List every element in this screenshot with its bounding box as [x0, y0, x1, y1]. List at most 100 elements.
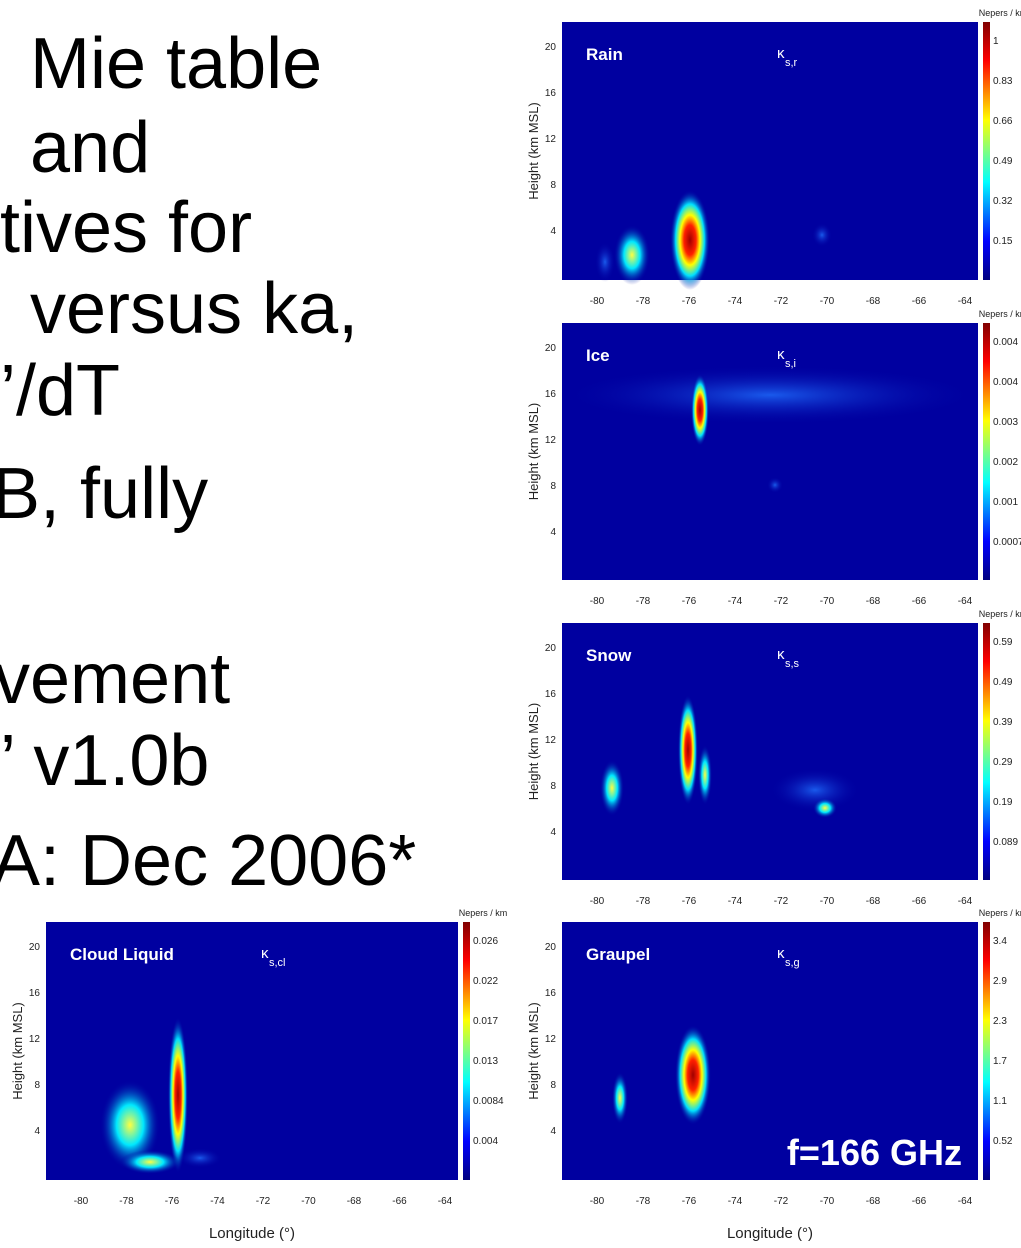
symbol: κ	[777, 945, 785, 962]
intensity-blob	[770, 768, 860, 812]
colorbar-tick-label: 0.017	[473, 1016, 498, 1027]
intensity-blob	[600, 760, 624, 816]
colorbar-tick-label: 0.19	[993, 797, 1013, 808]
heatmap-panel: Snow κs,s 20 16 12 8 4 Height (km MSL) -80 -78 -76…	[526, 609, 1021, 907]
x-tick-label: -68	[866, 1196, 881, 1207]
slide-text: Mie table	[30, 24, 322, 104]
colorbar-tick-label: 0.026	[473, 936, 498, 947]
colorbar-tick-label: 0.59	[993, 637, 1013, 648]
y-tick-label: 8	[550, 481, 556, 492]
intensity-blob	[813, 798, 837, 818]
x-tick-label: -66	[912, 296, 927, 307]
panel-name: Rain	[586, 45, 623, 64]
x-tick-label: -72	[774, 1196, 789, 1207]
y-tick-label: 12	[545, 435, 557, 446]
intensity-blob	[675, 1025, 711, 1125]
y-tick-label: 8	[550, 1080, 556, 1091]
intensity-blob	[595, 242, 615, 282]
colorbar-tick-label: 1.7	[993, 1056, 1007, 1067]
heatmap-panel: Ice κs,i 20 16 12 8 4 Height (km MSL) -80 -78 -76 -…	[526, 309, 1021, 607]
colorbar-tick-label: 1.1	[993, 1096, 1007, 1107]
colorbar	[983, 623, 990, 880]
y-tick-label: 4	[550, 226, 556, 237]
y-tick-label: 4	[550, 1126, 556, 1137]
units-label: Nepers / km	[979, 609, 1021, 619]
colorbar-tick-label: 0.49	[993, 677, 1013, 688]
colorbar-tick-label: 0.32	[993, 196, 1013, 207]
symbol: κ	[777, 346, 785, 363]
y-tick-label: 16	[545, 389, 557, 400]
colorbar-tick-label: 0.0084	[473, 1096, 504, 1107]
colorbar-tick-label: 0.004	[993, 337, 1018, 348]
x-tick-label: -68	[866, 296, 881, 307]
colorbar-tick-label: 0.15	[993, 236, 1013, 247]
x-tick-label: -74	[210, 1196, 225, 1207]
x-tick-label: -78	[636, 296, 651, 307]
y-tick-label: 20	[545, 343, 557, 354]
slide-text: tives for	[0, 188, 252, 268]
symbol-subscript: s,cl	[269, 957, 286, 969]
y-tick-label: 8	[550, 180, 556, 191]
symbol-subscript: s,r	[785, 57, 798, 69]
y-tick-label: 12	[545, 134, 557, 145]
colorbar-tick-label: 0.83	[993, 76, 1013, 87]
x-tick-label: -80	[590, 596, 605, 607]
x-axis-label: Longitude (°)	[727, 1225, 813, 1242]
slide-text: A: Dec 2006*	[0, 821, 416, 901]
x-tick-label: -74	[728, 1196, 743, 1207]
colorbar-tick-label: 3.4	[993, 936, 1007, 947]
plot-area	[562, 922, 978, 1180]
symbol-subscript: s,g	[785, 957, 800, 969]
intensity-blob	[812, 223, 832, 247]
colorbar-tick-label: 0.089	[993, 837, 1018, 848]
colorbar-tick-label: 0.004	[993, 377, 1018, 388]
slide-text: ’ v1.0b	[0, 721, 209, 801]
y-tick-label: 4	[34, 1126, 40, 1137]
x-tick-label: -68	[866, 896, 881, 907]
heatmap-panel: Cloud Liquid κs,cl 20 16 12 8 4 Height (km MSL)…	[10, 908, 507, 1242]
frequency-annotation: f=166 GHz	[787, 1132, 962, 1173]
panel-name: Ice	[586, 346, 610, 365]
colorbar	[983, 22, 990, 280]
x-tick-label: -66	[912, 596, 927, 607]
slide-text: versus ka,	[30, 269, 358, 349]
y-tick-label: 12	[545, 1034, 557, 1045]
x-tick-label: -78	[636, 1196, 651, 1207]
intensity-blob	[670, 190, 710, 290]
plot-area	[562, 323, 978, 580]
units-label: Nepers / km	[979, 908, 1021, 918]
symbol: κ	[777, 646, 785, 663]
x-tick-label: -66	[392, 1196, 407, 1207]
intensity-blob	[100, 1080, 160, 1170]
heatmap-panel: Rain κs,r 20 16 12 8 4 Height (km MSL) -80 -78 -76…	[526, 8, 1021, 307]
x-tick-label: -70	[820, 596, 835, 607]
y-tick-label: 12	[29, 1034, 41, 1045]
y-tick-label: 8	[34, 1080, 40, 1091]
y-tick-label: 4	[550, 827, 556, 838]
intensity-blob	[691, 374, 709, 446]
x-tick-label: -72	[774, 596, 789, 607]
x-tick-label: -72	[774, 896, 789, 907]
units-label: Nepers / km	[979, 309, 1021, 319]
x-tick-label: -74	[728, 596, 743, 607]
plot-area	[562, 623, 978, 880]
colorbar-tick-label: 2.9	[993, 976, 1007, 987]
y-tick-label: 16	[29, 988, 41, 999]
x-tick-label: -74	[728, 896, 743, 907]
colorbar-tick-label: 0.001	[993, 497, 1018, 508]
colorbar-tick-label: 0.002	[993, 457, 1018, 468]
symbol-subscript: s,i	[785, 358, 796, 370]
colorbar-tick-label: 0.29	[993, 757, 1013, 768]
x-tick-label: -66	[912, 1196, 927, 1207]
x-tick-label: -80	[74, 1196, 89, 1207]
symbol: κ	[261, 945, 269, 962]
y-tick-label: 20	[29, 942, 41, 953]
x-tick-label: -72	[774, 296, 789, 307]
x-tick-label: -72	[256, 1196, 271, 1207]
symbol-subscript: s,s	[785, 658, 800, 670]
x-tick-label: -68	[347, 1196, 362, 1207]
y-tick-label: 4	[550, 527, 556, 538]
y-tick-label: 16	[545, 988, 557, 999]
x-tick-label: -76	[165, 1196, 180, 1207]
x-axis-label: Longitude (°)	[209, 1225, 295, 1242]
